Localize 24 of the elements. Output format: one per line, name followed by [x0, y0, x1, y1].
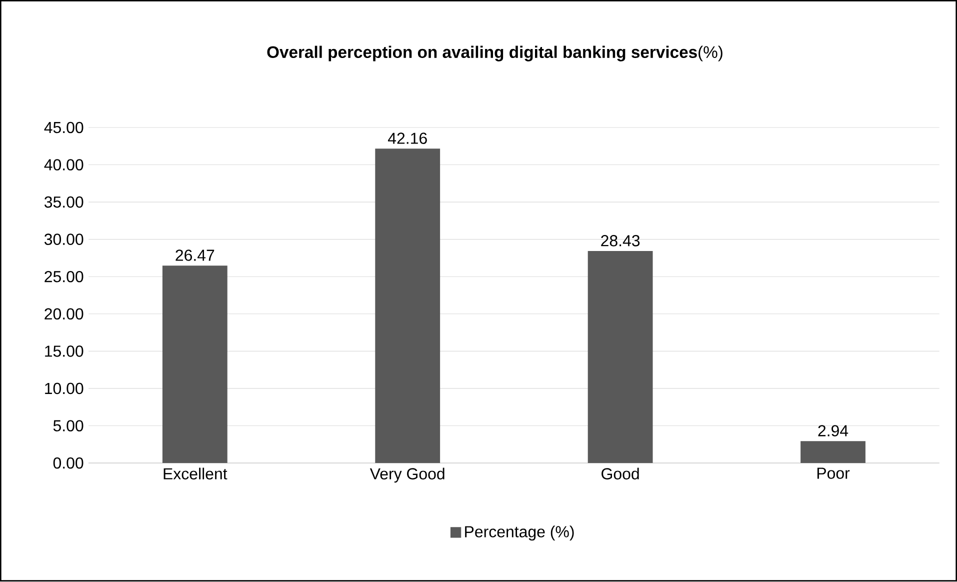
x-tick-label: Poor: [817, 468, 850, 480]
data-label: 26.47: [176, 250, 214, 262]
data-label: 2.94: [818, 425, 848, 437]
y-tick-label: 35.00: [44, 196, 84, 208]
bar: [588, 251, 653, 464]
y-tick-label: 10.00: [45, 383, 84, 394]
bar: [375, 148, 440, 464]
y-tick-label: 40.00: [44, 159, 84, 171]
y-tick-label: 0.00: [53, 458, 84, 469]
y-tick-label: 25.00: [44, 271, 84, 282]
x-tick-label: Very Good: [370, 468, 444, 483]
chart-title: Overall perception on availing digital banking services(%): [267, 46, 722, 62]
data-label: 28.43: [601, 235, 640, 247]
legend-label: Percentage (%): [465, 526, 574, 541]
y-tick-label: 5.00: [53, 420, 84, 432]
bar: [162, 266, 228, 464]
bar: [800, 441, 866, 464]
x-tick-label: Excellent: [164, 468, 228, 480]
y-tick-label: 20.00: [44, 308, 84, 320]
x-tick-label: Good: [602, 468, 639, 480]
data-label: 42.16: [388, 132, 427, 144]
y-tick-label: 45.00: [44, 122, 84, 134]
y-tick-label: 30.00: [44, 234, 84, 246]
y-tick-label: 15.00: [45, 346, 84, 358]
